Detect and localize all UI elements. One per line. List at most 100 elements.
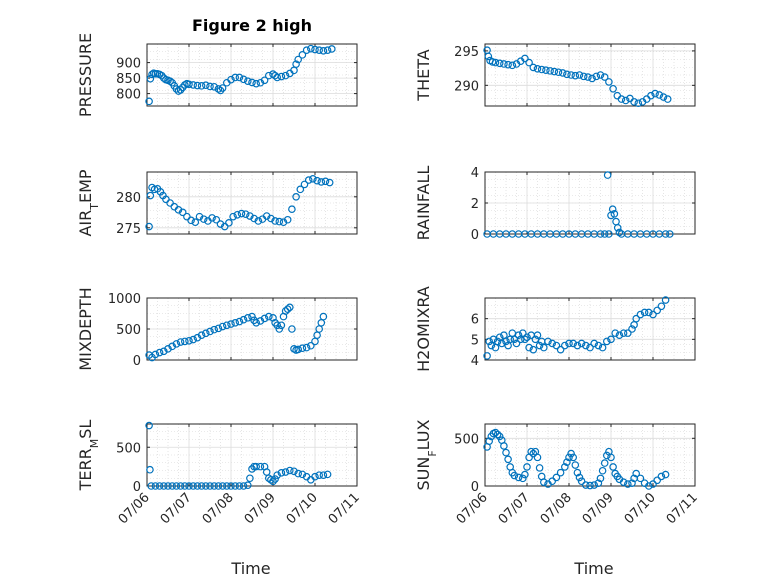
data-point — [262, 468, 271, 476]
data-point — [584, 73, 592, 81]
x-tick-label: 07/10 — [284, 490, 321, 527]
y-axis-label: MIXDEPTH — [76, 287, 95, 370]
data-point — [296, 185, 305, 194]
y-tick-label: 0 — [133, 480, 141, 495]
data-point — [644, 308, 653, 317]
data-point — [229, 212, 237, 221]
data-point — [210, 325, 219, 334]
data-point — [636, 474, 645, 483]
data-point — [579, 72, 588, 81]
data-point — [621, 96, 630, 105]
data-point — [227, 482, 235, 490]
data-point — [488, 58, 497, 66]
data-point — [185, 80, 193, 89]
data-point — [327, 45, 336, 53]
data-point — [256, 462, 265, 471]
data-point — [608, 205, 617, 214]
data-point — [155, 482, 164, 490]
data-point — [302, 46, 311, 55]
data-point — [210, 82, 219, 91]
data-point — [199, 215, 208, 223]
data-point — [529, 345, 538, 354]
y-tick-label: 0 — [471, 228, 479, 243]
data-point — [594, 341, 603, 350]
data-point — [227, 75, 235, 84]
data-point — [632, 314, 641, 323]
data-point — [565, 453, 573, 462]
data-point — [218, 84, 227, 92]
data-point — [504, 455, 512, 464]
data-point — [248, 465, 256, 473]
data-point — [612, 217, 620, 226]
data-point — [550, 67, 559, 76]
data-point — [592, 72, 601, 81]
data-point — [233, 210, 242, 219]
data-point — [565, 339, 573, 348]
data-point — [260, 76, 269, 85]
data-point — [623, 329, 632, 337]
data-point — [634, 99, 643, 108]
x-tick-label: 07/08 — [538, 490, 575, 527]
data-point — [183, 212, 191, 221]
data-point — [552, 473, 561, 482]
subplot-rainfall: 0 2 4 RAINFALL — [414, 166, 696, 243]
data-point — [185, 482, 193, 490]
data-point — [554, 68, 563, 77]
data-point — [311, 45, 319, 54]
data-point — [533, 65, 542, 73]
y-tick-label: 500 — [454, 432, 479, 447]
data-point — [244, 314, 252, 322]
data-point — [281, 307, 290, 315]
data-point — [602, 451, 611, 460]
data-point — [277, 321, 286, 330]
data-point — [525, 58, 533, 67]
y-tick-label: 290 — [454, 79, 479, 94]
data-point — [176, 338, 185, 346]
data-point — [581, 481, 590, 489]
data-point — [311, 472, 319, 481]
data-point — [155, 348, 164, 357]
data-point — [281, 71, 290, 80]
y-axis-label: AIRTEMP — [76, 169, 101, 236]
data-point — [206, 327, 214, 336]
y-tick-label: 850 — [116, 72, 141, 87]
data-point — [533, 453, 542, 462]
y-tick-label: 1000 — [108, 292, 141, 307]
data-point — [607, 335, 615, 344]
data-point — [573, 468, 582, 477]
data-point — [189, 81, 198, 89]
data-point — [636, 310, 645, 319]
axes-box — [146, 43, 358, 107]
data-point — [527, 447, 536, 456]
data-point — [653, 306, 662, 315]
data-point — [529, 449, 538, 458]
data-point — [214, 482, 223, 490]
y-tick-label: 5 — [471, 333, 479, 348]
y-axis-label: THETA — [414, 49, 433, 101]
data-point — [239, 315, 248, 324]
data-point — [313, 176, 321, 185]
y-tick-label: 800 — [116, 88, 141, 103]
data-point — [298, 344, 307, 353]
data-point — [556, 345, 565, 354]
data-point — [147, 482, 156, 490]
data-point — [665, 230, 674, 238]
data-point — [510, 471, 519, 480]
data-point — [146, 74, 155, 83]
data-point — [294, 469, 303, 478]
y-tick-label: 295 — [454, 45, 479, 60]
x-tick-label: 07/06 — [116, 490, 153, 527]
data-point — [197, 331, 206, 340]
data-point — [484, 52, 493, 61]
data-point — [539, 343, 548, 352]
subplot-sun-flux: 0 500 07/06 07/07 07/08 07/09 07/10 07/11 SUNFLU… — [414, 419, 701, 527]
data-point — [502, 448, 510, 457]
data-point — [605, 230, 613, 238]
data-point — [191, 218, 200, 227]
x-axis-label-right: Time — [573, 559, 613, 578]
data-point — [563, 458, 571, 466]
data-point — [277, 469, 286, 477]
data-point — [590, 481, 599, 489]
